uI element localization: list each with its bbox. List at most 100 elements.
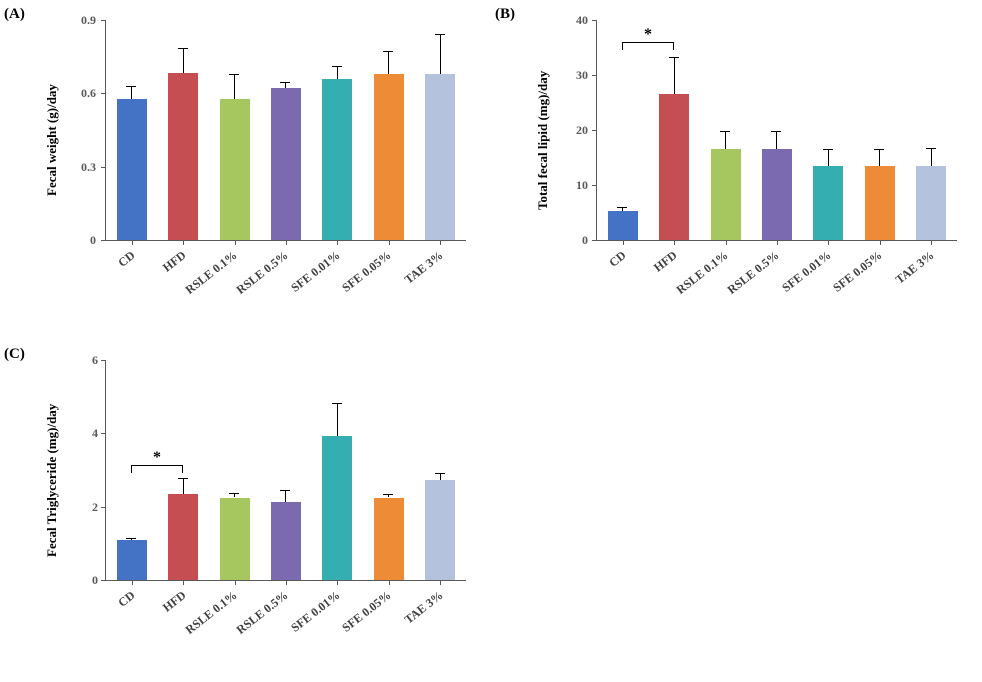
bar: [168, 494, 198, 580]
error-cap: [874, 149, 884, 150]
panel-label-A: (A): [4, 6, 25, 23]
error-cap: [617, 207, 627, 208]
ytick-mark: [592, 75, 597, 76]
sig-bracket-v: [182, 465, 183, 473]
ytick-label: 4: [78, 426, 98, 441]
error-cap: [280, 490, 290, 491]
xtick-mark: [777, 240, 778, 245]
xtick-mark: [235, 240, 236, 245]
bar: [220, 99, 250, 240]
ytick-label: 40: [564, 13, 588, 28]
ytick-label: 0.9: [68, 13, 96, 28]
error-bar: [183, 478, 184, 493]
ytick-label: 30: [564, 68, 588, 83]
sig-bracket-v: [131, 465, 132, 473]
xtick-mark: [880, 240, 881, 245]
ytick-mark: [592, 20, 597, 21]
error-bar: [388, 51, 389, 74]
xtick-mark: [440, 580, 441, 585]
error-cap: [435, 34, 445, 35]
ytick-mark: [592, 240, 597, 241]
error-cap: [126, 86, 136, 87]
error-bar: [674, 57, 675, 94]
figure: (A) Fecal weight (g)/day 0.9 0.6 0.3 0: [0, 0, 982, 682]
xtick-mark: [235, 580, 236, 585]
ytick-label: 10: [564, 178, 588, 193]
ytick-label: 0: [68, 233, 96, 248]
xtick-mark: [389, 580, 390, 585]
error-bar: [776, 131, 777, 150]
panel-label-B: (B): [495, 6, 515, 23]
error-cap: [435, 473, 445, 474]
xtick-mark: [132, 580, 133, 585]
error-cap: [178, 478, 188, 479]
error-bar: [828, 149, 829, 166]
ytick-label: 0: [78, 573, 98, 588]
bar: [711, 149, 741, 240]
ytick-mark: [101, 433, 106, 434]
ytick-label: 0.6: [68, 86, 96, 101]
error-cap: [178, 48, 188, 49]
error-bar: [931, 148, 932, 166]
bar: [813, 166, 843, 240]
error-cap: [823, 149, 833, 150]
error-bar: [337, 66, 338, 78]
bar: [322, 79, 352, 240]
xtick-mark: [183, 580, 184, 585]
error-cap: [669, 57, 679, 58]
panel-A: (A) Fecal weight (g)/day 0.9 0.6 0.3 0: [0, 0, 491, 340]
error-cap: [926, 148, 936, 149]
plot-C: 6 4 2 0: [105, 360, 466, 581]
error-bar: [234, 74, 235, 100]
error-bar: [337, 403, 338, 436]
error-cap: [383, 494, 393, 495]
ylabel-A: Fecal weight (g)/day: [44, 60, 60, 220]
error-cap: [229, 74, 239, 75]
bar: [608, 211, 638, 240]
ytick-mark: [101, 240, 106, 241]
xtick-mark: [931, 240, 932, 245]
error-cap: [771, 131, 781, 132]
error-bar: [183, 48, 184, 73]
ytick-label: 0.3: [68, 160, 96, 175]
bar: [168, 73, 198, 240]
bar: [659, 94, 689, 240]
ytick-label: 6: [78, 353, 98, 368]
sig-star: *: [644, 26, 652, 44]
sig-star: *: [153, 449, 161, 467]
error-cap: [383, 51, 393, 52]
sig-bracket-v: [673, 42, 674, 50]
bar: [865, 166, 895, 240]
ytick-mark: [101, 580, 106, 581]
sig-bracket-v: [622, 42, 623, 50]
bar: [425, 480, 455, 580]
error-cap: [332, 66, 342, 67]
error-cap: [229, 493, 239, 494]
xtick-mark: [674, 240, 675, 245]
plot-B: 40 30 20 10 0: [596, 20, 957, 241]
ytick-mark: [101, 167, 106, 168]
ylabel-B: Total fecal lipid (mg)/day: [535, 40, 551, 240]
panel-label-C: (C): [4, 346, 25, 363]
error-bar: [725, 131, 726, 150]
error-bar: [440, 473, 441, 480]
bar: [220, 498, 250, 581]
xtick-mark: [623, 240, 624, 245]
error-cap: [280, 82, 290, 83]
error-cap: [332, 403, 342, 404]
xtick-mark: [337, 240, 338, 245]
bar: [762, 149, 792, 240]
error-cap: [126, 538, 136, 539]
bar: [425, 74, 455, 240]
bar: [117, 99, 147, 240]
xtick-mark: [726, 240, 727, 245]
bar: [271, 88, 301, 240]
xtick-mark: [828, 240, 829, 245]
bar: [117, 540, 147, 580]
xtick-mark: [286, 580, 287, 585]
bar: [916, 166, 946, 240]
ytick-label: 20: [564, 123, 588, 138]
xtick-mark: [337, 580, 338, 585]
error-bar: [285, 490, 286, 503]
xtick-mark: [183, 240, 184, 245]
